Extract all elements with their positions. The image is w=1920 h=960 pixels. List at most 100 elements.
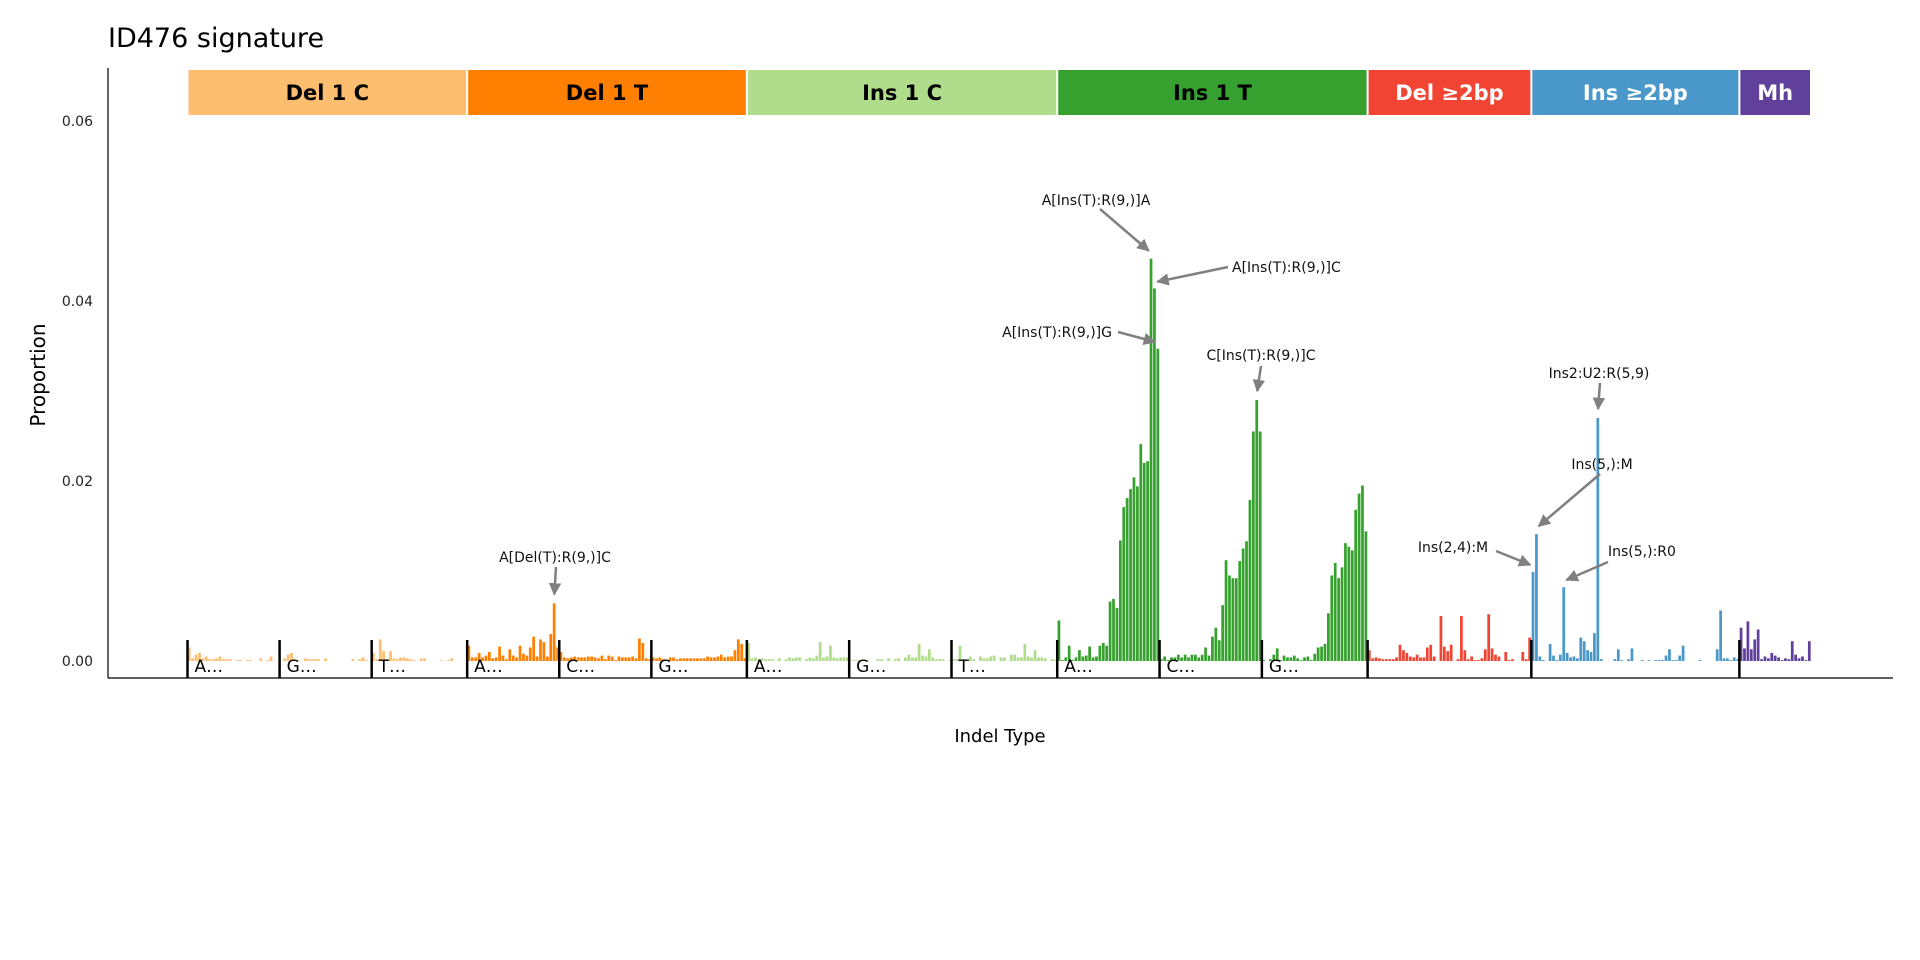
bar: [1511, 659, 1514, 661]
bar: [317, 659, 321, 661]
bar: [556, 647, 559, 661]
category-header-label: Ins 1 C: [862, 81, 942, 105]
bar: [607, 655, 611, 661]
bar: [1084, 655, 1088, 661]
bar: [1234, 578, 1238, 661]
bar: [1190, 654, 1194, 661]
bar: [842, 657, 846, 661]
category-header: [1532, 70, 1739, 115]
bar: [576, 657, 580, 661]
bar: [501, 655, 505, 661]
bar: [1088, 646, 1091, 661]
y-axis-ticks: 0.00 0.02 0.04 0.06: [62, 114, 93, 670]
bar: [372, 652, 375, 661]
bar: [682, 658, 686, 661]
bar: [1037, 657, 1040, 661]
bar: [1391, 659, 1395, 661]
bar: [1558, 654, 1562, 661]
y-tick-label: 0.00: [62, 654, 93, 670]
bar: [794, 657, 798, 661]
bar: [1020, 657, 1023, 661]
bar: [1620, 660, 1624, 661]
bars: [187, 258, 1811, 661]
bar: [1398, 644, 1402, 661]
bar: [1790, 641, 1794, 661]
bar: [788, 657, 791, 661]
bar: [1129, 489, 1132, 661]
bar: [692, 658, 696, 661]
y-axis-title: Proportion: [26, 323, 50, 426]
bar: [208, 659, 212, 661]
bar: [685, 658, 689, 661]
bar: [1565, 652, 1569, 661]
bar: [702, 658, 706, 661]
bar: [921, 655, 924, 661]
bar: [750, 658, 754, 661]
bar: [511, 655, 515, 661]
bar: [423, 658, 426, 661]
bar: [764, 659, 767, 661]
bar: [651, 657, 655, 661]
bar: [1173, 657, 1177, 661]
bar: [198, 652, 201, 661]
bar: [655, 658, 658, 661]
bar: [1026, 656, 1030, 661]
bar: [1200, 654, 1204, 661]
category-header: [188, 70, 467, 115]
bar: [1214, 627, 1218, 661]
section-label: C…: [1167, 657, 1196, 677]
bar: [508, 649, 512, 661]
annotation-arrow: [1537, 473, 1601, 528]
annotation-label: A[Del(T):R(9,)]C: [499, 550, 611, 566]
bar: [1327, 613, 1330, 661]
bar: [580, 657, 583, 661]
bar: [1183, 654, 1187, 661]
bar: [1166, 660, 1170, 661]
bar: [1797, 658, 1801, 661]
bar: [1528, 637, 1531, 661]
bar: [1262, 660, 1265, 661]
section-label: T…: [378, 657, 406, 677]
bar: [951, 659, 955, 661]
bar: [1221, 605, 1225, 661]
annotation-label: Ins(5,):M: [1571, 457, 1632, 473]
bar: [808, 657, 812, 661]
bar: [1211, 636, 1214, 661]
bar: [999, 657, 1003, 661]
bar: [979, 656, 982, 661]
bar: [1197, 657, 1201, 661]
bar: [1402, 650, 1405, 661]
bar: [1217, 640, 1221, 661]
bar: [709, 657, 713, 661]
bar: [1654, 660, 1658, 661]
bar: [1091, 657, 1095, 661]
bar: [948, 660, 952, 661]
bar: [239, 660, 242, 661]
bar: [1269, 659, 1272, 661]
bar: [740, 643, 744, 661]
bar: [1320, 646, 1323, 661]
bar: [1780, 660, 1784, 661]
bar: [1064, 657, 1068, 661]
bar: [515, 657, 518, 661]
bar: [1449, 644, 1453, 661]
bar: [296, 660, 300, 661]
bar: [798, 657, 802, 661]
bar: [614, 660, 617, 661]
section-label: G…: [658, 657, 688, 677]
bar: [754, 657, 757, 661]
bar: [689, 658, 692, 661]
bar: [409, 659, 413, 661]
category-header-label: Del 1 T: [566, 81, 649, 105]
bar: [825, 656, 829, 661]
bar: [934, 659, 938, 661]
bar: [1408, 656, 1412, 661]
bar: [1460, 616, 1463, 661]
bar: [593, 657, 597, 661]
bar: [365, 660, 368, 661]
bar: [1333, 562, 1337, 661]
bar: [1361, 485, 1364, 661]
bar: [324, 658, 327, 661]
bar: [1367, 650, 1371, 661]
category-header: [1368, 70, 1531, 115]
